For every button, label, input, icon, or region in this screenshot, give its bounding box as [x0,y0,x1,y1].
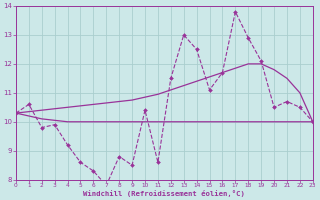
X-axis label: Windchill (Refroidissement éolien,°C): Windchill (Refroidissement éolien,°C) [84,190,245,197]
